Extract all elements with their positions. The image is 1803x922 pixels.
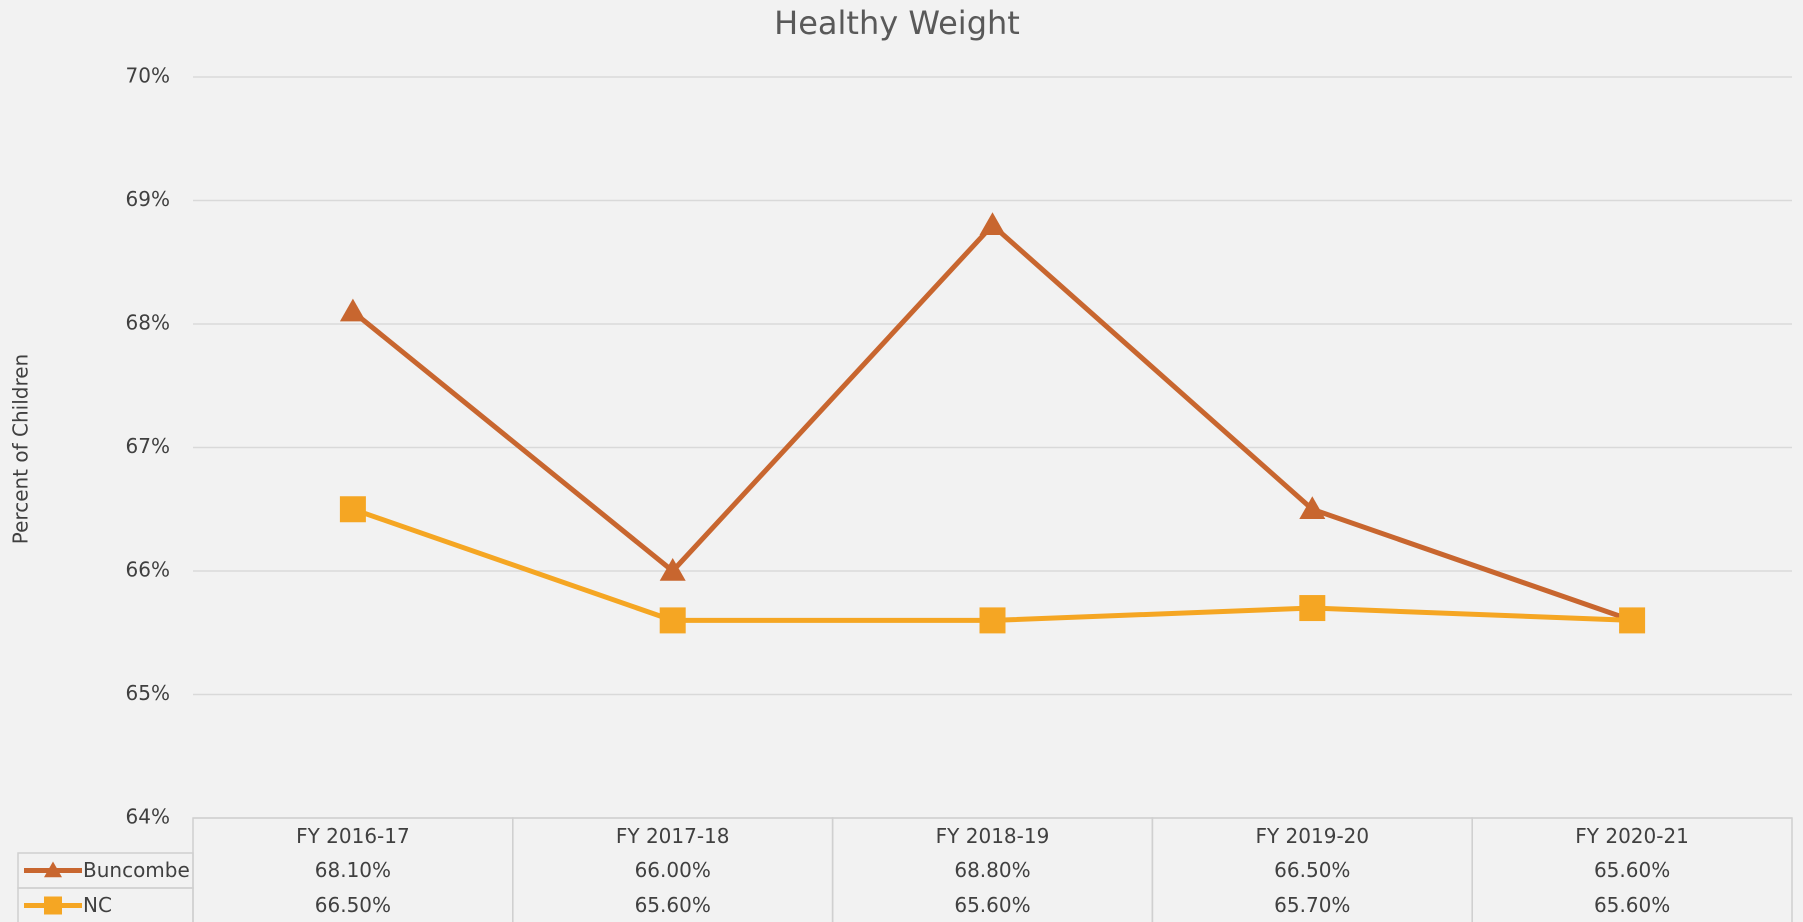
data-point <box>659 607 686 634</box>
x-tick-label: FY 2018-19 <box>936 824 1050 848</box>
legend-label: NC <box>83 893 112 917</box>
table-cell <box>1471 817 1793 922</box>
y-tick-label: 69% <box>126 187 170 211</box>
data-point <box>1619 607 1646 634</box>
legend-marker <box>44 896 62 915</box>
data-point <box>1299 496 1326 519</box>
x-tick-label: FY 2017-18 <box>616 824 730 848</box>
data-label: 65.60% <box>1594 858 1670 882</box>
data-point <box>979 212 1006 235</box>
table-cell <box>17 887 194 922</box>
data-point <box>659 558 686 581</box>
legend-marker <box>44 861 62 878</box>
y-tick-label: 65% <box>126 681 170 705</box>
data-point <box>1299 595 1326 622</box>
x-tick-label: FY 2016-17 <box>296 824 410 848</box>
data-point <box>979 607 1006 634</box>
data-point <box>339 298 366 322</box>
data-label: 65.60% <box>1594 893 1670 917</box>
data-label: 66.50% <box>1274 858 1350 882</box>
y-tick-label: 68% <box>126 311 170 335</box>
x-tick-label: FY 2020-21 <box>1575 824 1689 848</box>
y-tick-label: 66% <box>126 558 170 582</box>
data-label: 66.00% <box>635 858 711 882</box>
series-line <box>351 222 1633 623</box>
data-label: 68.80% <box>954 858 1030 882</box>
data-label: 68.10% <box>315 858 391 882</box>
y-tick-label: 64% <box>126 805 170 829</box>
data-label: 66.50% <box>315 893 391 917</box>
x-tick-label: FY 2019-20 <box>1255 824 1369 848</box>
y-tick-label: 70% <box>126 64 170 88</box>
data-label: 65.60% <box>635 893 711 917</box>
chart-title: Healthy Weight <box>774 4 1020 42</box>
data-label: 65.70% <box>1274 893 1350 917</box>
y-tick-label: 67% <box>126 434 170 458</box>
data-label: 65.60% <box>954 893 1030 917</box>
data-point <box>339 496 366 523</box>
series-line <box>352 506 1633 623</box>
legend-label: Buncombe <box>83 858 190 882</box>
y-axis-label: Percent of Children <box>9 354 33 544</box>
